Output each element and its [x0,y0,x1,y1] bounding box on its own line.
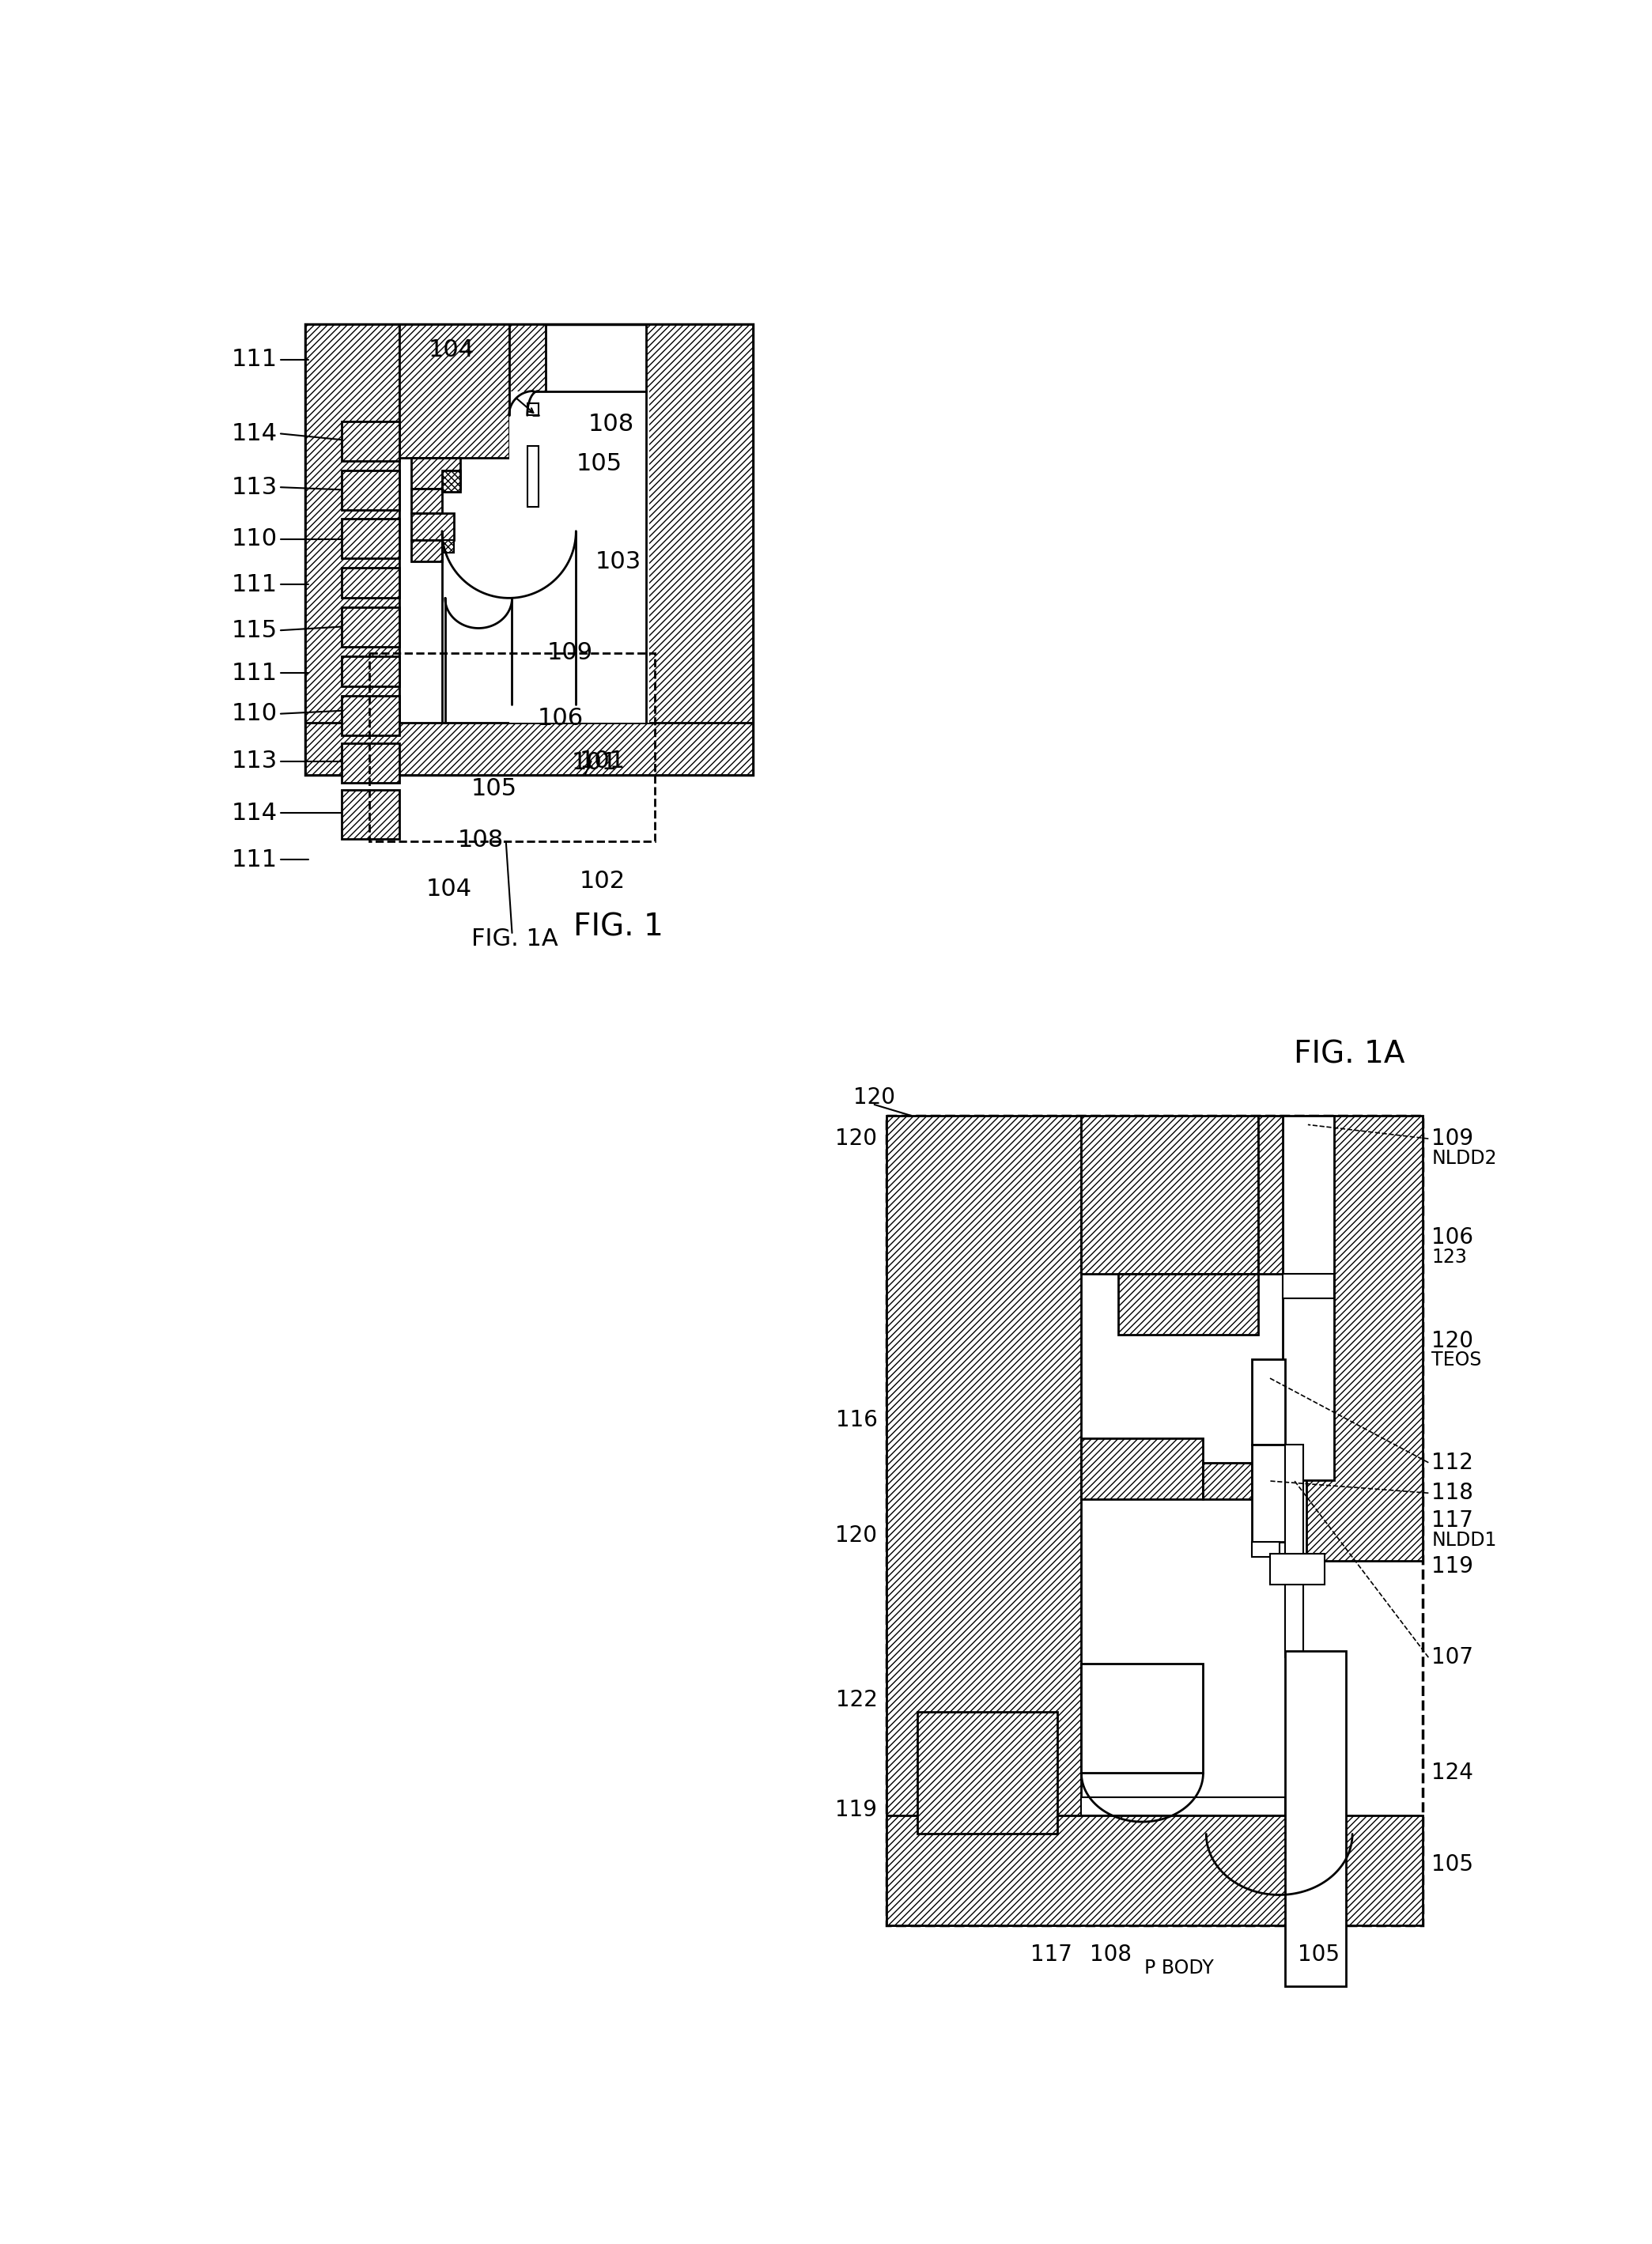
Bar [887,1115,1422,1925]
Bar [342,655,400,687]
Text: 108: 108 [458,828,504,853]
Bar [509,404,527,433]
Text: 102: 102 [580,871,624,893]
Text: 105: 105 [1298,1943,1340,1966]
Bar [509,390,649,723]
Bar [342,790,400,839]
Text: 110: 110 [231,527,278,550]
Bar [411,514,454,541]
Bar [443,471,461,491]
Bar [400,323,509,458]
Bar [1252,1542,1279,1557]
Text: NLDD1: NLDD1 [1432,1530,1497,1548]
Text: 111: 111 [231,348,278,370]
Bar [306,323,753,774]
Bar [1082,1797,1285,1815]
Bar [411,489,443,514]
Text: 116: 116 [836,1409,877,1432]
Text: 124: 124 [1432,1762,1474,1784]
Bar [1082,1115,1257,1275]
Text: 111: 111 [231,572,278,597]
Bar [306,723,753,774]
Text: 103: 103 [596,550,641,572]
Text: 119: 119 [836,1800,877,1820]
Bar [1285,1652,1346,1986]
Bar [411,541,443,561]
Bar [1203,1463,1252,1499]
Bar [509,323,545,404]
Text: 105: 105 [1432,1854,1474,1876]
Text: 101: 101 [572,752,618,774]
Bar [342,696,400,736]
Text: 109: 109 [547,642,593,664]
Text: 113: 113 [231,476,278,498]
Text: 120: 120 [854,1086,895,1109]
Bar [887,1815,1422,1925]
Bar [1082,1663,1203,1773]
Bar [306,323,400,774]
Text: 123: 123 [1432,1248,1467,1266]
Text: 106: 106 [1432,1225,1474,1248]
Text: 118: 118 [1432,1481,1474,1503]
Bar [1285,1445,1303,1658]
Text: 114: 114 [231,801,278,824]
Text: 122: 122 [836,1690,877,1712]
Text: P BODY: P BODY [1145,1959,1214,1977]
Text: 111: 111 [231,662,278,684]
Bar [443,541,454,552]
Text: 120: 120 [1432,1331,1474,1351]
Bar [342,518,400,559]
Bar [1252,1360,1285,1445]
Bar [1118,1275,1257,1335]
Bar [342,471,400,509]
Bar [527,447,539,507]
Text: 117: 117 [1031,1943,1072,1966]
Bar [342,568,400,599]
Bar [646,323,753,774]
Bar [887,1115,1082,1925]
Text: 104: 104 [426,877,472,900]
Text: 106: 106 [539,707,583,729]
Text: NLDD2: NLDD2 [1432,1149,1497,1167]
Bar [649,323,753,774]
Bar [1252,1445,1285,1542]
Text: 112: 112 [1432,1452,1474,1474]
Text: 119: 119 [1432,1555,1474,1578]
Text: 120: 120 [836,1524,877,1546]
Bar [1282,1275,1335,1299]
Text: FIG. 1A: FIG. 1A [1294,1039,1404,1070]
Text: 108: 108 [1090,1943,1132,1966]
Bar [527,404,539,415]
Bar [368,653,656,842]
Text: 104: 104 [428,339,474,361]
Text: 120: 120 [836,1129,877,1149]
Text: 113: 113 [231,749,278,772]
Bar [342,743,400,783]
Text: 109: 109 [1432,1129,1474,1149]
Text: 114: 114 [231,422,278,444]
Bar [917,1712,1057,1833]
Text: FIG. 1: FIG. 1 [573,911,664,942]
Text: 107: 107 [1432,1647,1474,1670]
Bar [1257,1115,1282,1275]
Text: FIG. 1A: FIG. 1A [472,927,558,951]
Text: 111: 111 [231,848,278,871]
Bar [1307,1115,1422,1562]
Text: 108: 108 [588,413,634,435]
Text: 117: 117 [1432,1510,1474,1530]
Bar [1082,1438,1203,1499]
Text: 115: 115 [231,619,278,642]
Bar [1270,1553,1325,1584]
Text: 105: 105 [577,453,623,476]
Bar [342,422,400,460]
Text: 101: 101 [580,749,624,772]
Text: TEOS: TEOS [1432,1351,1482,1369]
Text: 105: 105 [471,776,517,801]
Bar [1282,1115,1335,1481]
Bar [411,458,461,489]
Text: 110: 110 [231,702,278,725]
Bar [342,608,400,646]
